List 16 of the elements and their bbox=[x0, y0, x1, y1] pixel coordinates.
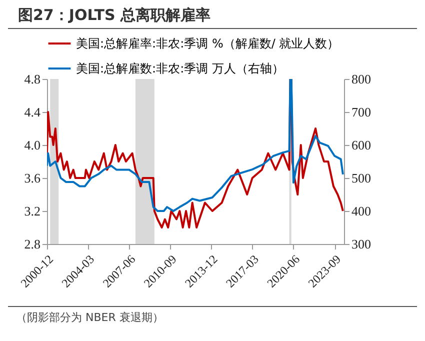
y2-tick-label: 800 bbox=[352, 72, 371, 86]
y-tick-label: 4.0 bbox=[24, 138, 40, 152]
y2-tick-label: 300 bbox=[352, 236, 371, 252]
y2-tick-label: 400 bbox=[352, 204, 371, 218]
text: （阴影部分为 NBER 衰退期） bbox=[8, 306, 417, 325]
y-tick-label: 2.8 bbox=[24, 236, 40, 252]
legend-label: 美国:总解雇数:非农:季调 万人（右轴） bbox=[76, 62, 284, 76]
y2-tick-label: 500 bbox=[352, 170, 371, 186]
y-tick-label: 3.6 bbox=[24, 170, 41, 186]
chart-title: 图27：JOLTS 总离职解雇率 bbox=[8, 6, 417, 29]
y2-tick-label: 700 bbox=[352, 104, 371, 120]
y-tick-label: 4.4 bbox=[24, 104, 41, 120]
y-tick-label: 3.2 bbox=[24, 204, 40, 218]
y2-tick-label: 600 bbox=[352, 138, 371, 152]
y-tick-label: 4.8 bbox=[24, 72, 40, 86]
legend-label: 美国:总解雇率:非农:季调 %（解雇数/ 就业人数） bbox=[76, 36, 340, 50]
